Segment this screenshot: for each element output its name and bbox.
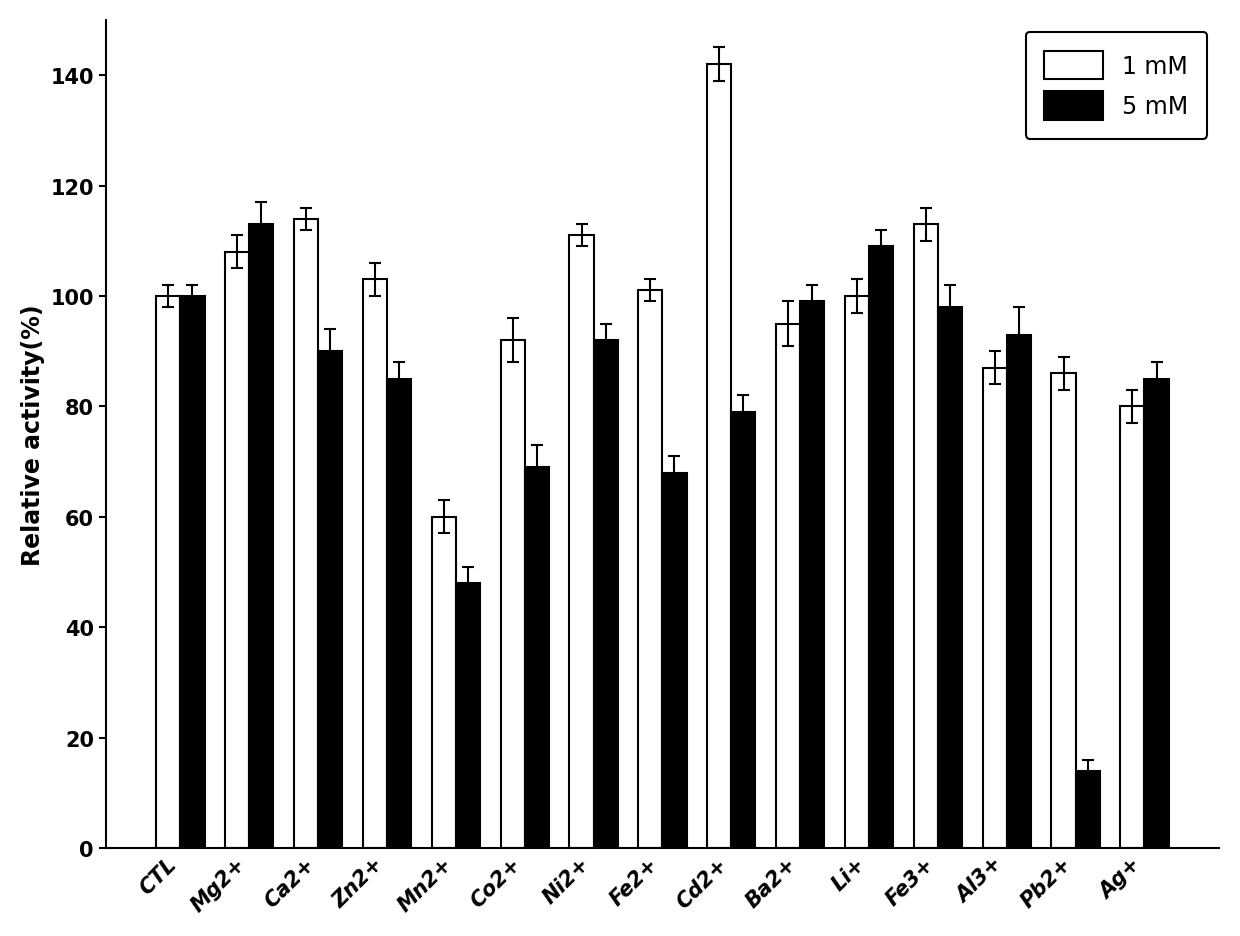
Bar bbox=[776, 324, 800, 848]
Bar bbox=[639, 291, 662, 848]
Bar bbox=[363, 280, 387, 848]
Bar bbox=[249, 225, 273, 848]
Bar bbox=[982, 369, 1007, 848]
Legend: 1 mM, 5 mM: 1 mM, 5 mM bbox=[1025, 33, 1208, 139]
Bar bbox=[432, 518, 456, 848]
Bar bbox=[387, 379, 412, 848]
Y-axis label: Relative activity(%): Relative activity(%) bbox=[21, 304, 45, 565]
Bar bbox=[1052, 373, 1075, 848]
Bar bbox=[456, 583, 480, 848]
Bar bbox=[869, 247, 893, 848]
Bar bbox=[844, 297, 869, 848]
Bar bbox=[180, 297, 205, 848]
Bar bbox=[1007, 335, 1030, 848]
Bar bbox=[937, 308, 962, 848]
Bar bbox=[1121, 407, 1145, 848]
Bar bbox=[732, 413, 755, 848]
Bar bbox=[501, 341, 525, 848]
Bar bbox=[226, 253, 249, 848]
Bar bbox=[156, 297, 180, 848]
Bar bbox=[294, 219, 319, 848]
Bar bbox=[594, 341, 618, 848]
Bar bbox=[707, 65, 732, 848]
Bar bbox=[1145, 379, 1168, 848]
Bar bbox=[800, 302, 825, 848]
Bar bbox=[525, 468, 549, 848]
Bar bbox=[319, 352, 342, 848]
Bar bbox=[662, 474, 687, 848]
Bar bbox=[1075, 771, 1100, 848]
Bar bbox=[569, 236, 594, 848]
Bar bbox=[914, 225, 937, 848]
